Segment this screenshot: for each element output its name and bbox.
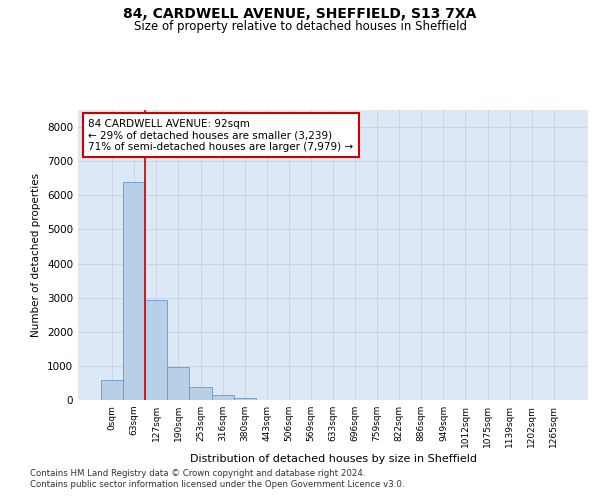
Text: Contains HM Land Registry data © Crown copyright and database right 2024.: Contains HM Land Registry data © Crown c… [30,468,365,477]
Text: Contains public sector information licensed under the Open Government Licence v3: Contains public sector information licen… [30,480,404,489]
Bar [212,394,233,400]
Bar [233,398,256,400]
Text: 84 CARDWELL AVENUE: 92sqm
← 29% of detached houses are smaller (3,239)
71% of se: 84 CARDWELL AVENUE: 92sqm ← 29% of detac… [88,118,353,152]
Bar [167,367,190,400]
Bar [101,380,123,400]
X-axis label: Distribution of detached houses by size in Sheffield: Distribution of detached houses by size … [190,454,476,464]
Bar [123,182,145,400]
Text: 84, CARDWELL AVENUE, SHEFFIELD, S13 7XA: 84, CARDWELL AVENUE, SHEFFIELD, S13 7XA [124,8,476,22]
Text: Size of property relative to detached houses in Sheffield: Size of property relative to detached ho… [133,20,467,33]
Bar [145,300,167,400]
Y-axis label: Number of detached properties: Number of detached properties [31,173,41,337]
Bar [190,387,212,400]
